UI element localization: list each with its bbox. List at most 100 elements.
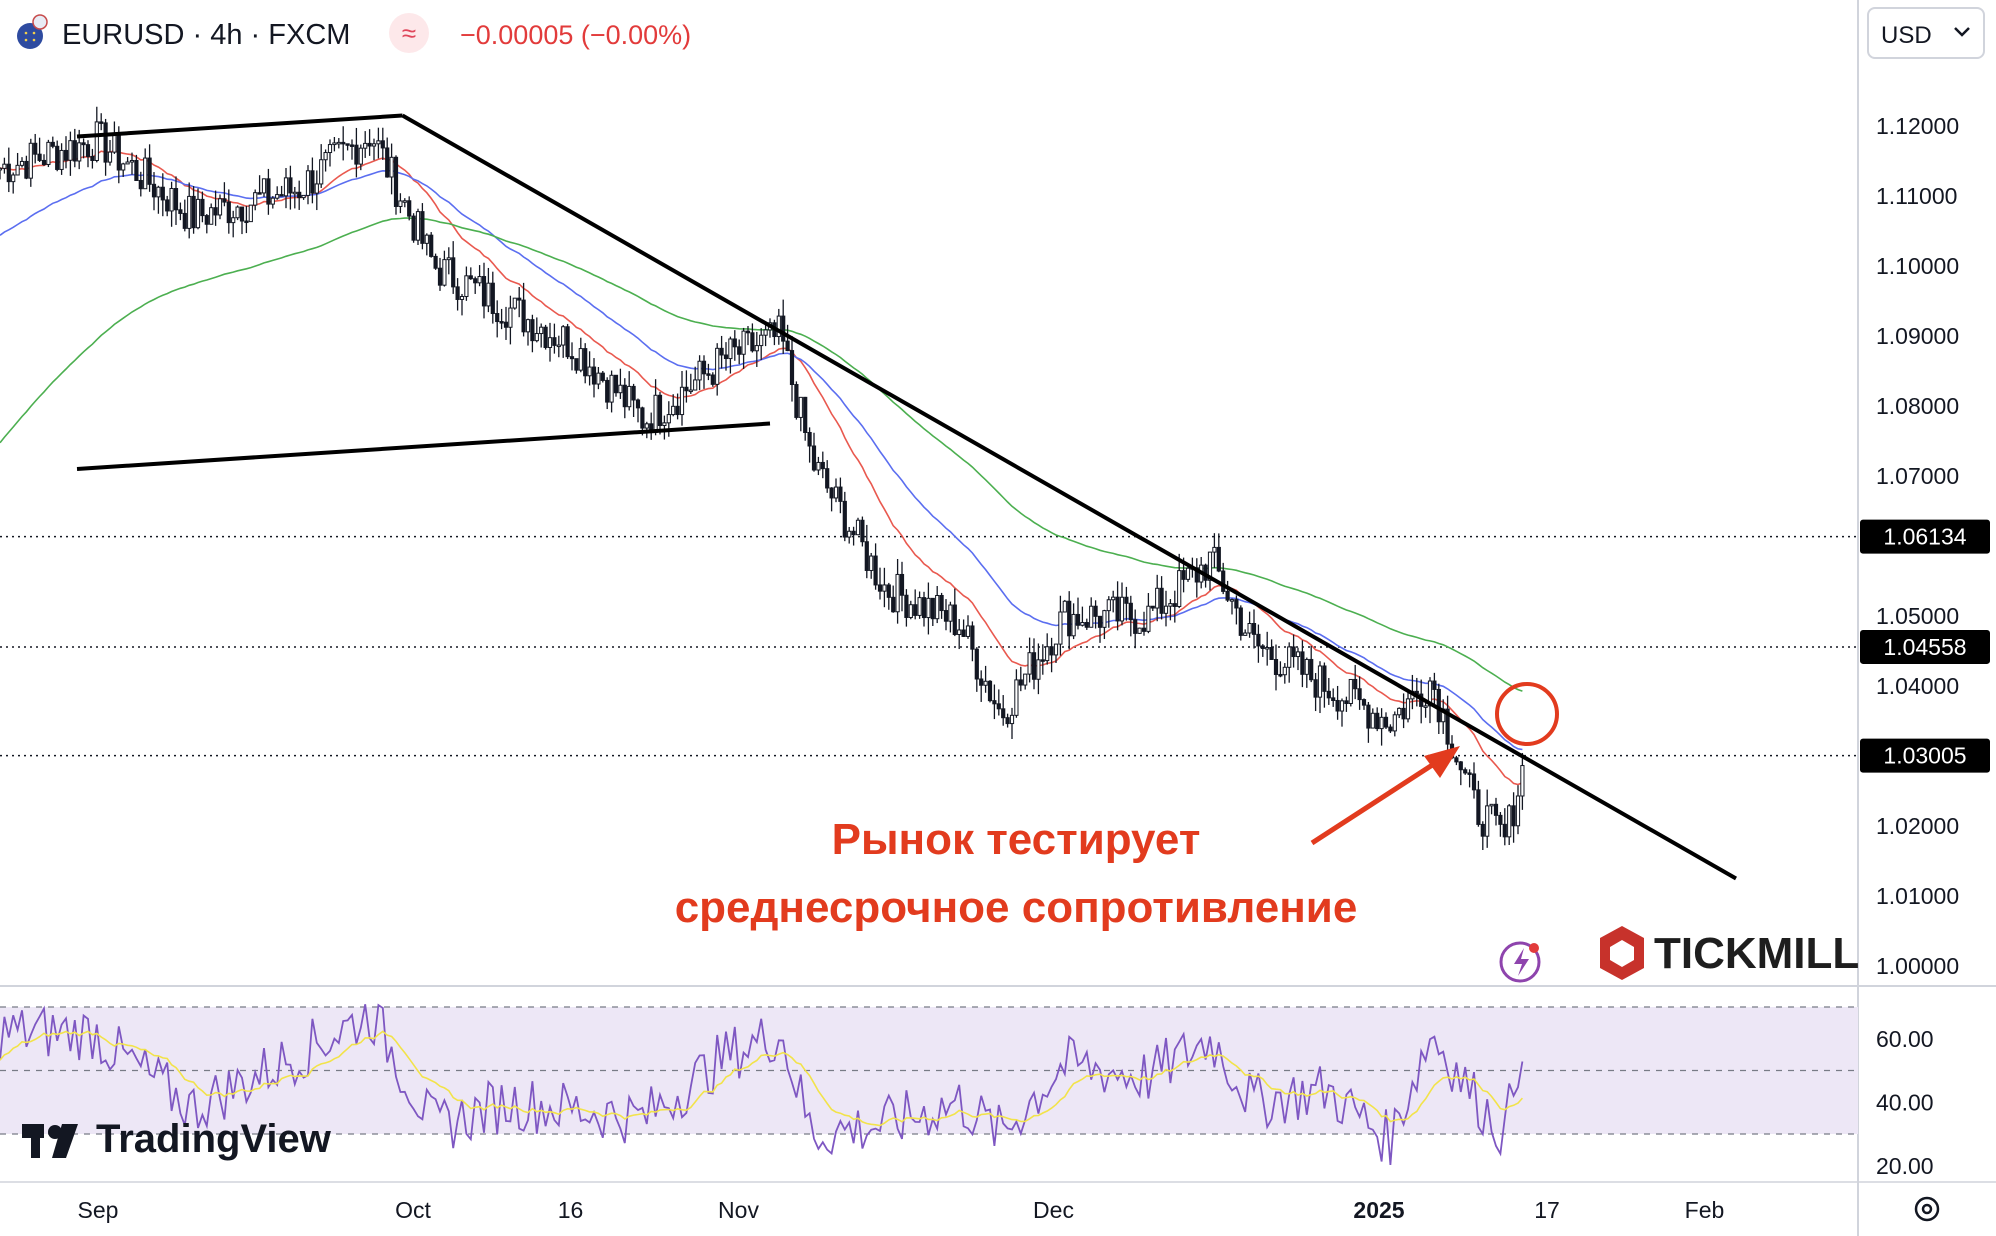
- candle-body: [1287, 646, 1292, 668]
- candle-body: [697, 360, 702, 381]
- candle-body: [996, 703, 1001, 710]
- candle-body: [917, 597, 922, 616]
- candle-body: [77, 142, 82, 162]
- candle-body: [1207, 551, 1213, 581]
- candle-body: [556, 344, 561, 348]
- candle-body: [1498, 814, 1503, 825]
- candle-body: [336, 141, 341, 145]
- candle-body: [41, 159, 47, 165]
- candle-body: [1049, 646, 1054, 656]
- candle-body: [1295, 651, 1301, 658]
- candle-body: [1216, 546, 1221, 572]
- candle-body: [1458, 761, 1463, 771]
- candle-body: [1251, 623, 1257, 635]
- candle-body: [622, 384, 627, 408]
- rsi-tick-label: 60.00: [1876, 1026, 1934, 1052]
- candle-body: [1401, 707, 1406, 720]
- candle-body: [257, 192, 262, 195]
- candle-body: [1212, 546, 1217, 553]
- candle-body: [565, 326, 570, 358]
- candle-body: [583, 348, 588, 377]
- price-tick-label: 1.12000: [1876, 113, 1959, 139]
- candle-body: [1335, 699, 1340, 712]
- candle-body: [895, 573, 900, 613]
- candle-body: [1361, 699, 1367, 706]
- candle-body: [1128, 602, 1133, 621]
- candle-body: [1080, 622, 1085, 626]
- currency-selector[interactable]: USD: [1867, 7, 1985, 59]
- candle-body: [525, 319, 531, 333]
- candle-body: [1463, 769, 1468, 774]
- candle-body: [160, 186, 165, 201]
- candle-body: [759, 334, 764, 347]
- candle-body: [125, 161, 130, 165]
- candle-body: [1133, 619, 1138, 634]
- time-tick-label: Nov: [718, 1197, 759, 1223]
- candle-body: [1427, 680, 1433, 707]
- candle-body: [33, 142, 38, 155]
- lightning-badge-icon[interactable]: [1499, 941, 1541, 983]
- price-label-text: 1.06134: [1883, 524, 1966, 550]
- candle-body: [1014, 679, 1019, 716]
- candle-body: [217, 198, 223, 216]
- trendline[interactable]: [401, 113, 1737, 881]
- candle-body: [138, 179, 143, 190]
- candle-body: [301, 194, 306, 199]
- candle-body: [631, 385, 636, 401]
- candle-body: [451, 257, 456, 288]
- candle-body: [1111, 596, 1116, 601]
- candle-body: [297, 191, 302, 199]
- candle-body: [1172, 603, 1177, 607]
- candle-body: [1229, 599, 1235, 602]
- candle-body: [468, 275, 473, 280]
- candle-body: [235, 206, 240, 219]
- candle-body: [415, 211, 421, 241]
- candle-body: [231, 217, 236, 224]
- candle-body: [864, 541, 869, 571]
- candle-body: [1027, 652, 1032, 675]
- candle-body: [103, 122, 108, 163]
- candle-body: [1366, 704, 1371, 729]
- candle-body: [147, 157, 152, 185]
- candle-body: [886, 584, 891, 598]
- candle-body: [908, 604, 913, 618]
- candle-body: [1075, 613, 1081, 626]
- chevron-down-icon: [1954, 27, 1970, 37]
- candle-body: [952, 604, 957, 636]
- price-tick-label: 1.11000: [1876, 183, 1957, 209]
- candle-body: [1221, 570, 1226, 592]
- candle-body: [1141, 627, 1147, 632]
- ema-fast-line: [0, 149, 1523, 786]
- candle-body: [367, 142, 372, 147]
- candle-body: [609, 374, 614, 403]
- candle-body: [688, 389, 693, 393]
- candle-body: [715, 347, 720, 385]
- candle-body: [1084, 622, 1089, 628]
- annotation-arrow-shaft: [1310, 757, 1442, 846]
- candle-body: [785, 340, 790, 352]
- flag-icon: [17, 14, 48, 49]
- candle-body: [420, 211, 425, 244]
- symbol-title[interactable]: EURUSD · 4h · FXCM: [62, 19, 350, 51]
- candle-body: [459, 296, 465, 300]
- candle-body: [833, 486, 839, 499]
- candle-body: [1388, 726, 1393, 732]
- candle-body: [776, 315, 781, 338]
- candle-body: [701, 360, 707, 375]
- candle-body: [921, 597, 927, 619]
- candle-body: [481, 276, 487, 307]
- candle-body: [1163, 605, 1169, 614]
- trendline[interactable]: [76, 113, 403, 139]
- tradingview-logo: TradingView: [22, 1117, 332, 1161]
- tilde-wave-icon[interactable]: ≈: [389, 13, 429, 53]
- gear-icon[interactable]: [1914, 1196, 1940, 1222]
- candle-body: [1062, 600, 1067, 613]
- annotation-line-1: Рынок тестирует: [832, 815, 1201, 864]
- candle-body: [1146, 605, 1151, 632]
- candle-body: [754, 345, 759, 352]
- time-tick-label: 17: [1534, 1197, 1560, 1223]
- candle-body: [657, 394, 663, 427]
- candle-body: [618, 384, 623, 394]
- trendline[interactable]: [76, 421, 771, 471]
